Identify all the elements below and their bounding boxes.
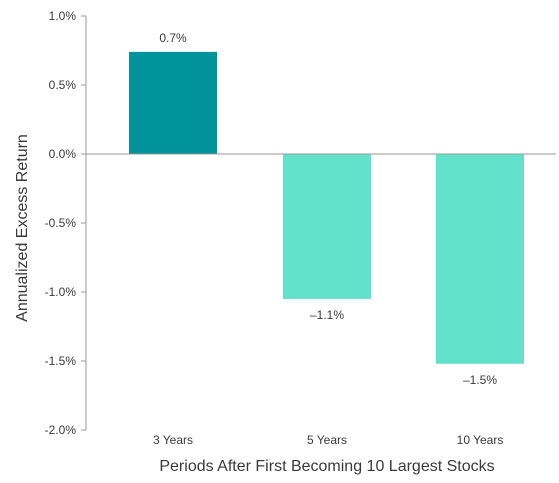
bar: [129, 51, 217, 154]
bar: [436, 154, 524, 364]
data-label: 0.7%: [159, 31, 187, 45]
y-tick-label: -2.0%: [45, 423, 77, 437]
data-label: –1.5%: [463, 373, 497, 387]
bars-group: [129, 51, 524, 364]
data-label: –1.1%: [310, 308, 344, 322]
x-tick-label: 10 Years: [457, 433, 504, 447]
y-tick-label: 0.5%: [49, 78, 77, 92]
data-labels-group: 0.7% –1.1% –1.5%: [159, 31, 497, 387]
x-tick-label: 3 Years: [153, 433, 193, 447]
x-axis-label: Periods After First Becoming 10 Largest …: [159, 458, 494, 475]
y-tick-label: -0.5%: [45, 216, 77, 230]
x-axis-ticks: 3 Years 5 Years 10 Years: [153, 433, 503, 447]
y-tick-label: 0.0%: [49, 147, 77, 161]
y-tick-label: 1.0%: [49, 9, 77, 23]
y-axis-label: Annualized Excess Return: [14, 134, 31, 322]
bar: [283, 154, 371, 299]
x-tick-label: 5 Years: [307, 433, 347, 447]
y-tick-label: -1.0%: [45, 285, 77, 299]
y-axis-ticks: 1.0% 0.5% 0.0% -0.5% -1.0% -1.5% -2.0%: [45, 9, 86, 437]
y-tick-label: -1.5%: [45, 354, 77, 368]
